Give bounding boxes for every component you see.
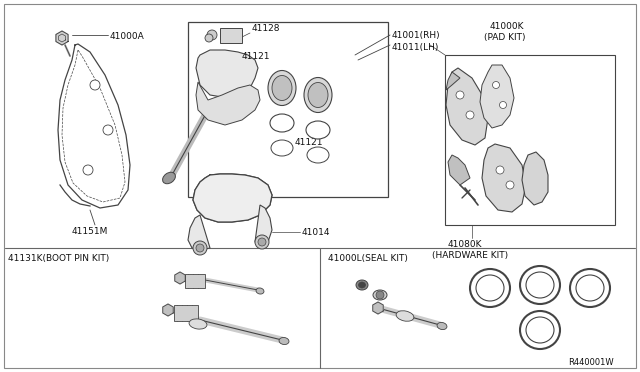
Text: (PAD KIT): (PAD KIT) xyxy=(484,33,525,42)
Ellipse shape xyxy=(373,290,387,300)
Circle shape xyxy=(506,181,514,189)
Bar xyxy=(188,22,388,197)
Bar xyxy=(185,274,205,288)
Ellipse shape xyxy=(470,269,510,307)
Circle shape xyxy=(103,125,113,135)
Text: 41151M: 41151M xyxy=(72,227,108,236)
Text: 41121: 41121 xyxy=(295,138,323,147)
Circle shape xyxy=(466,111,474,119)
Polygon shape xyxy=(188,215,210,250)
Ellipse shape xyxy=(308,83,328,108)
Text: 41014: 41014 xyxy=(302,228,330,237)
Ellipse shape xyxy=(520,311,560,349)
Ellipse shape xyxy=(256,288,264,294)
Ellipse shape xyxy=(570,269,610,307)
Ellipse shape xyxy=(163,172,175,184)
Text: 41128: 41128 xyxy=(252,24,280,33)
Ellipse shape xyxy=(476,275,504,301)
Ellipse shape xyxy=(356,280,368,290)
Circle shape xyxy=(493,81,499,89)
Ellipse shape xyxy=(576,275,604,301)
Ellipse shape xyxy=(396,311,414,321)
Text: 41080K: 41080K xyxy=(448,240,483,249)
Text: 41011(LH): 41011(LH) xyxy=(392,43,440,52)
Text: R440001W: R440001W xyxy=(568,358,614,367)
Polygon shape xyxy=(448,155,470,185)
Polygon shape xyxy=(196,50,258,98)
Bar xyxy=(445,55,615,225)
Ellipse shape xyxy=(526,272,554,298)
Text: 41121: 41121 xyxy=(242,52,271,61)
Ellipse shape xyxy=(279,337,289,344)
Bar xyxy=(174,305,198,321)
Circle shape xyxy=(496,166,504,174)
Polygon shape xyxy=(480,65,514,128)
Polygon shape xyxy=(255,205,272,245)
Polygon shape xyxy=(163,304,173,316)
Ellipse shape xyxy=(358,282,365,288)
Circle shape xyxy=(205,34,213,42)
Ellipse shape xyxy=(270,114,294,132)
Ellipse shape xyxy=(437,323,447,330)
Polygon shape xyxy=(522,152,548,205)
Polygon shape xyxy=(175,272,185,284)
Text: 41000A: 41000A xyxy=(110,32,145,41)
Polygon shape xyxy=(446,68,488,145)
Ellipse shape xyxy=(307,147,329,163)
Ellipse shape xyxy=(526,317,554,343)
Circle shape xyxy=(207,30,217,40)
Text: 41000L(SEAL KIT): 41000L(SEAL KIT) xyxy=(328,254,408,263)
Circle shape xyxy=(255,235,269,249)
Circle shape xyxy=(193,241,207,255)
Circle shape xyxy=(258,238,266,246)
Ellipse shape xyxy=(271,140,293,156)
Ellipse shape xyxy=(268,71,296,106)
Ellipse shape xyxy=(189,319,207,329)
Circle shape xyxy=(83,165,93,175)
Ellipse shape xyxy=(306,121,330,139)
Text: 41001(RH): 41001(RH) xyxy=(392,31,440,40)
Ellipse shape xyxy=(272,76,292,100)
Ellipse shape xyxy=(304,77,332,112)
Text: 41000K: 41000K xyxy=(490,22,525,31)
Circle shape xyxy=(90,80,100,90)
Circle shape xyxy=(196,244,204,252)
Text: (HARDWARE KIT): (HARDWARE KIT) xyxy=(432,251,508,260)
Polygon shape xyxy=(56,31,68,45)
Circle shape xyxy=(456,91,464,99)
Polygon shape xyxy=(196,82,260,125)
Polygon shape xyxy=(446,72,460,90)
Text: 41131K(BOOT PIN KIT): 41131K(BOOT PIN KIT) xyxy=(8,254,109,263)
Ellipse shape xyxy=(520,266,560,304)
Polygon shape xyxy=(373,302,383,314)
Circle shape xyxy=(499,102,506,109)
Bar xyxy=(220,28,242,43)
Polygon shape xyxy=(482,144,526,212)
Polygon shape xyxy=(193,174,272,222)
Circle shape xyxy=(376,291,384,299)
